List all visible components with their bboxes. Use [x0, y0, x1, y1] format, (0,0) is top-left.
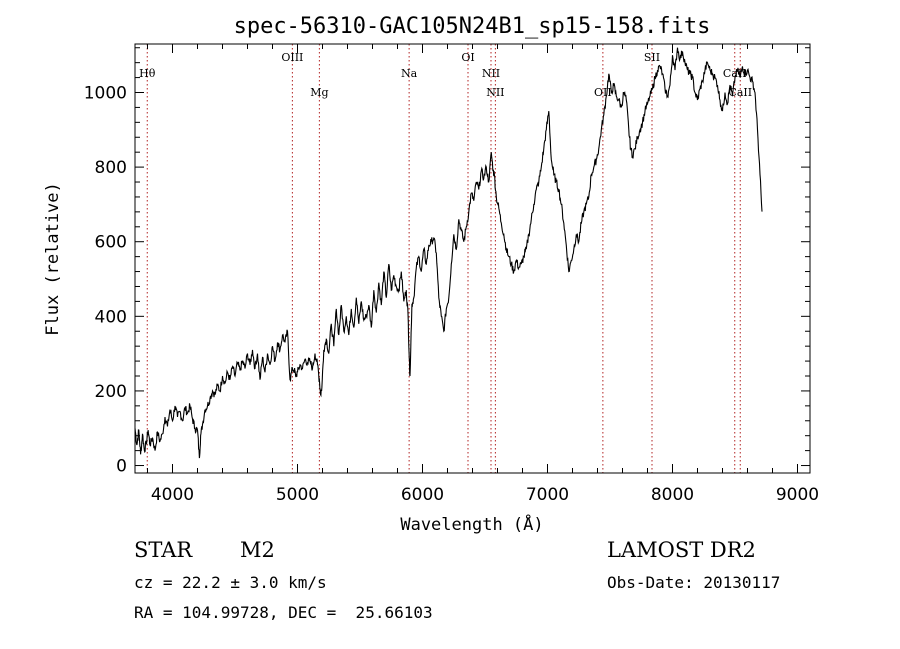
- object-type: STAR: [134, 538, 193, 562]
- line-label: SII: [644, 51, 660, 64]
- x-tick-label: 9000: [776, 485, 819, 505]
- line-label: Na: [401, 67, 418, 80]
- observation-date: Obs-Date: 20130117: [607, 573, 781, 592]
- x-tick-label: 5000: [276, 485, 319, 505]
- x-tick-label: 6000: [401, 485, 444, 505]
- y-tick-label: 1000: [84, 83, 127, 103]
- line-label: OI: [461, 51, 474, 64]
- line-label: OIII: [281, 51, 303, 64]
- y-tick-label: 400: [95, 307, 127, 327]
- line-label: NII: [486, 86, 504, 99]
- y-tick-label: 800: [95, 158, 127, 178]
- chart-title: spec-56310-GAC105N24B1_sp15-158.fits: [234, 14, 711, 39]
- x-tick-label: 7000: [526, 485, 569, 505]
- spectrum-line: [134, 47, 763, 459]
- plot-frame: [134, 43, 811, 474]
- y-tick-label: 0: [116, 457, 127, 477]
- x-axis-label: Wavelength (Å): [400, 513, 543, 535]
- redshift-cz: cz = 22.2 ± 3.0 km/s: [134, 573, 327, 592]
- line-label: OII: [594, 86, 612, 99]
- x-tick-label: 4000: [151, 485, 194, 505]
- y-tick-label: 200: [95, 382, 127, 402]
- line-label: CaII: [728, 86, 752, 99]
- line-label: NII: [482, 67, 500, 80]
- survey-name: LAMOST DR2: [607, 538, 756, 562]
- y-axis-label: Flux (relative): [43, 182, 63, 336]
- spectral-subclass: M2: [240, 538, 275, 562]
- y-tick-label: 600: [95, 233, 127, 253]
- line-label: Hθ: [139, 67, 156, 80]
- coordinates: RA = 104.99728, DEC = 25.66103: [134, 603, 433, 622]
- line-label: Mg: [310, 86, 328, 99]
- x-tick-label: 8000: [651, 485, 694, 505]
